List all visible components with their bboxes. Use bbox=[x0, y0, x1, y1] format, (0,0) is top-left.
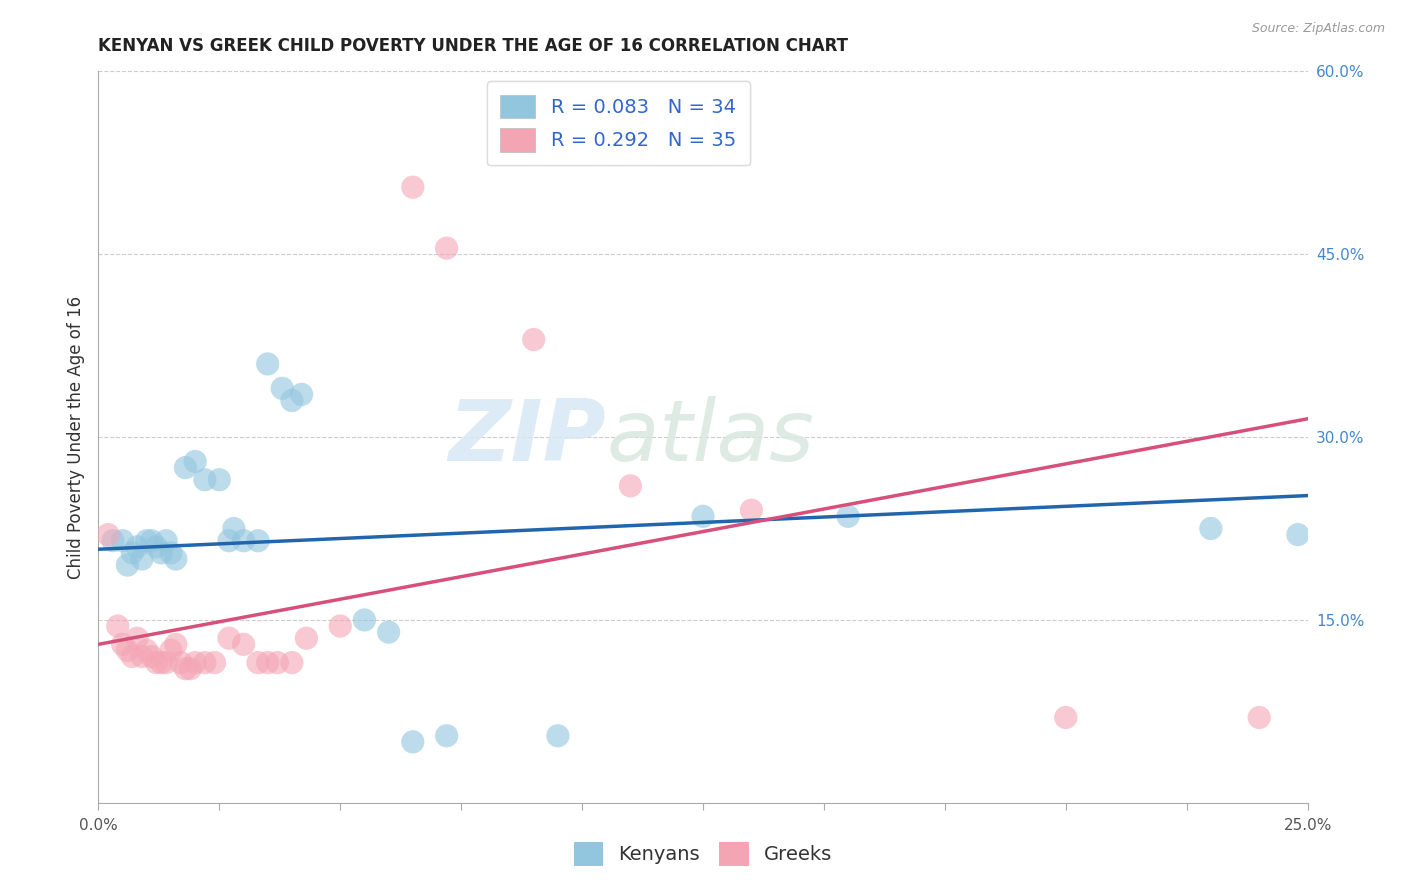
Point bbox=[155, 533, 177, 548]
Point bbox=[169, 656, 191, 670]
Point bbox=[353, 613, 375, 627]
Point bbox=[377, 625, 399, 640]
Point bbox=[619, 479, 641, 493]
Point bbox=[247, 656, 270, 670]
Point bbox=[121, 649, 143, 664]
Point bbox=[165, 552, 187, 566]
Point bbox=[256, 357, 278, 371]
Point bbox=[256, 656, 278, 670]
Y-axis label: Child Poverty Under the Age of 16: Child Poverty Under the Age of 16 bbox=[66, 295, 84, 579]
Legend: Kenyans, Greeks: Kenyans, Greeks bbox=[565, 834, 841, 873]
Point bbox=[117, 558, 139, 573]
Point bbox=[271, 381, 294, 395]
Point bbox=[436, 241, 458, 255]
Point bbox=[121, 546, 143, 560]
Point bbox=[117, 643, 139, 657]
Point bbox=[150, 656, 173, 670]
Point bbox=[281, 393, 304, 408]
Point bbox=[1286, 527, 1309, 541]
Point bbox=[145, 540, 167, 554]
Point bbox=[135, 643, 157, 657]
Point bbox=[141, 533, 163, 548]
Point bbox=[97, 527, 120, 541]
Point bbox=[184, 656, 207, 670]
Point bbox=[247, 533, 270, 548]
Point bbox=[165, 637, 187, 651]
Point bbox=[402, 735, 425, 749]
Point bbox=[402, 180, 425, 194]
Point bbox=[1199, 521, 1222, 535]
Point bbox=[160, 546, 183, 560]
Point bbox=[218, 632, 240, 646]
Point bbox=[266, 656, 288, 670]
Point bbox=[107, 619, 129, 633]
Point bbox=[1054, 710, 1077, 724]
Point bbox=[127, 632, 149, 646]
Point bbox=[155, 656, 177, 670]
Text: KENYAN VS GREEK CHILD POVERTY UNDER THE AGE OF 16 CORRELATION CHART: KENYAN VS GREEK CHILD POVERTY UNDER THE … bbox=[98, 37, 848, 54]
Point bbox=[208, 473, 231, 487]
Point bbox=[218, 533, 240, 548]
Point bbox=[101, 533, 124, 548]
Point bbox=[174, 460, 197, 475]
Point bbox=[281, 656, 304, 670]
Legend: R = 0.083   N = 34, R = 0.292   N = 35: R = 0.083 N = 34, R = 0.292 N = 35 bbox=[486, 81, 749, 166]
Point bbox=[232, 637, 254, 651]
Point bbox=[150, 546, 173, 560]
Point bbox=[523, 333, 546, 347]
Point bbox=[174, 662, 197, 676]
Text: Source: ZipAtlas.com: Source: ZipAtlas.com bbox=[1251, 22, 1385, 36]
Point bbox=[131, 649, 153, 664]
Point bbox=[290, 387, 312, 401]
Point bbox=[837, 509, 859, 524]
Point bbox=[127, 540, 149, 554]
Point bbox=[740, 503, 762, 517]
Point bbox=[1249, 710, 1271, 724]
Point bbox=[232, 533, 254, 548]
Point bbox=[179, 662, 201, 676]
Point bbox=[295, 632, 318, 646]
Point bbox=[135, 533, 157, 548]
Point bbox=[204, 656, 226, 670]
Point bbox=[184, 454, 207, 468]
Text: atlas: atlas bbox=[606, 395, 814, 479]
Point bbox=[111, 533, 134, 548]
Point bbox=[111, 637, 134, 651]
Point bbox=[329, 619, 352, 633]
Point bbox=[131, 552, 153, 566]
Point bbox=[194, 656, 217, 670]
Text: ZIP: ZIP bbox=[449, 395, 606, 479]
Point bbox=[160, 643, 183, 657]
Point bbox=[141, 649, 163, 664]
Point bbox=[145, 656, 167, 670]
Point bbox=[222, 521, 245, 535]
Point bbox=[692, 509, 714, 524]
Point bbox=[194, 473, 217, 487]
Point bbox=[436, 729, 458, 743]
Point bbox=[547, 729, 569, 743]
